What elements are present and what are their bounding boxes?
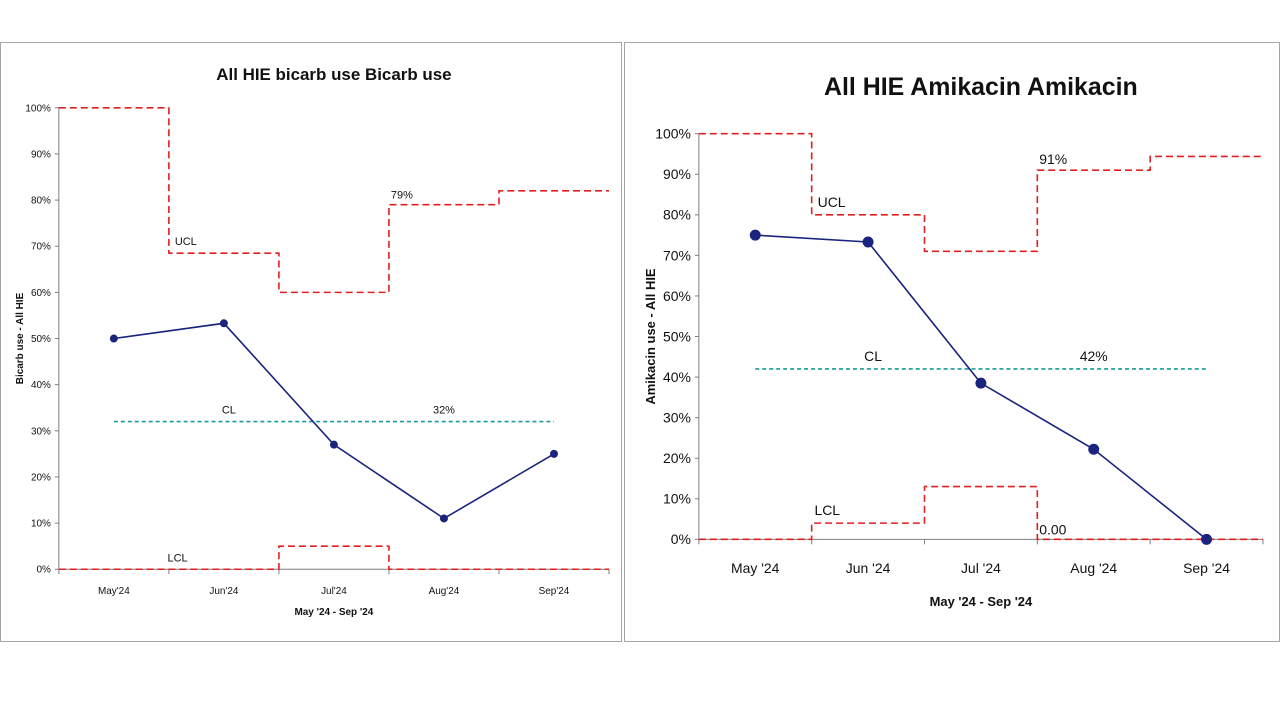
x-axis-title: May '24 - Sep '24 — [294, 607, 373, 618]
chart-panel-bicarb: All HIE bicarb use Bicarb use 0% 10% 20% 30%… — [0, 42, 622, 642]
data-point — [550, 449, 558, 458]
x-tick-label: May'24 — [98, 586, 130, 597]
x-tick-label: Jul '24 — [961, 560, 1001, 576]
lcl-label: LCL — [814, 502, 840, 518]
ucl-label: UCL — [818, 194, 846, 210]
data-point — [219, 319, 228, 328]
y-tick-label: 40% — [663, 369, 691, 385]
ucl-step-line — [58, 106, 610, 294]
ucl-label: UCL — [175, 236, 197, 248]
cl-value-label: 32% — [433, 405, 455, 417]
y-tick-label: 20% — [31, 472, 51, 483]
y-tick-label: 20% — [663, 450, 691, 466]
y-tick-label: 10% — [663, 491, 691, 507]
data-point — [749, 229, 761, 241]
y-tick-label: 80% — [31, 196, 51, 207]
lcl-step-line — [698, 485, 1263, 541]
chart-title: All HIE bicarb use Bicarb use — [216, 65, 451, 84]
x-tick-label: Sep'24 — [539, 586, 570, 597]
x-tick-label: Aug '24 — [1070, 560, 1117, 576]
y-tick-label: 100% — [655, 126, 691, 142]
data-point — [439, 514, 448, 523]
chart-title: All HIE Amikacin Amikacin — [824, 73, 1138, 101]
y-tick-label: 90% — [31, 149, 51, 160]
lcl-label: LCL — [167, 552, 187, 564]
cl-label: CL — [864, 348, 882, 364]
x-tick-label: Jul'24 — [321, 586, 347, 597]
y-tick-label: 70% — [663, 247, 691, 263]
ucl-value-label: 91% — [1039, 151, 1067, 167]
y-tick-label: 10% — [31, 519, 51, 530]
data-point — [109, 334, 118, 343]
lcl-value-label: 0.00 — [1039, 521, 1066, 537]
y-tick-label: 40% — [31, 380, 51, 391]
x-tick-label: Aug'24 — [429, 586, 460, 597]
cl-label: CL — [222, 405, 236, 417]
ucl-step-line — [698, 132, 1263, 253]
data-point — [329, 440, 338, 449]
chart-bicarb: All HIE bicarb use Bicarb use 0% 10% 20% 30%… — [15, 65, 610, 618]
data-point — [1201, 533, 1213, 545]
y-tick-label: 90% — [663, 166, 691, 182]
x-tick-label: Sep '24 — [1183, 560, 1230, 576]
y-tick-label: 70% — [31, 242, 51, 253]
data-point — [1088, 443, 1100, 455]
x-axis-title: May '24 - Sep '24 — [930, 594, 1033, 609]
y-tick-label: 60% — [31, 288, 51, 299]
y-tick-label: 80% — [663, 207, 691, 223]
lcl-step-line — [58, 545, 610, 571]
y-tick-label: 50% — [31, 334, 51, 345]
x-tick-label: Jun '24 — [846, 560, 891, 576]
y-axis-title: Amikacin use - All HIE — [643, 268, 658, 404]
chart-panel-amikacin: All HIE Amikacin Amikacin 0% 10% 20% 30% 40% 5… — [624, 42, 1280, 642]
y-tick-label: 0% — [671, 531, 691, 547]
y-axis-title: Bicarb use - All HIE — [15, 292, 26, 384]
ucl-value-label: 79% — [391, 190, 413, 202]
y-tick-label: 30% — [31, 426, 51, 437]
data-point — [862, 236, 874, 248]
y-tick-label: 30% — [663, 410, 691, 426]
data-point — [975, 377, 987, 389]
y-tick-label: 100% — [25, 103, 51, 114]
x-tick-label: Jun'24 — [209, 586, 238, 597]
y-tick-label: 0% — [36, 565, 51, 576]
cl-value-label: 42% — [1080, 348, 1108, 364]
y-tick-label: 60% — [663, 288, 691, 304]
chart-amikacin: All HIE Amikacin Amikacin 0% 10% 20% 30% 40% 5… — [643, 73, 1264, 609]
y-tick-label: 50% — [663, 328, 691, 344]
x-tick-label: May '24 — [731, 560, 780, 576]
